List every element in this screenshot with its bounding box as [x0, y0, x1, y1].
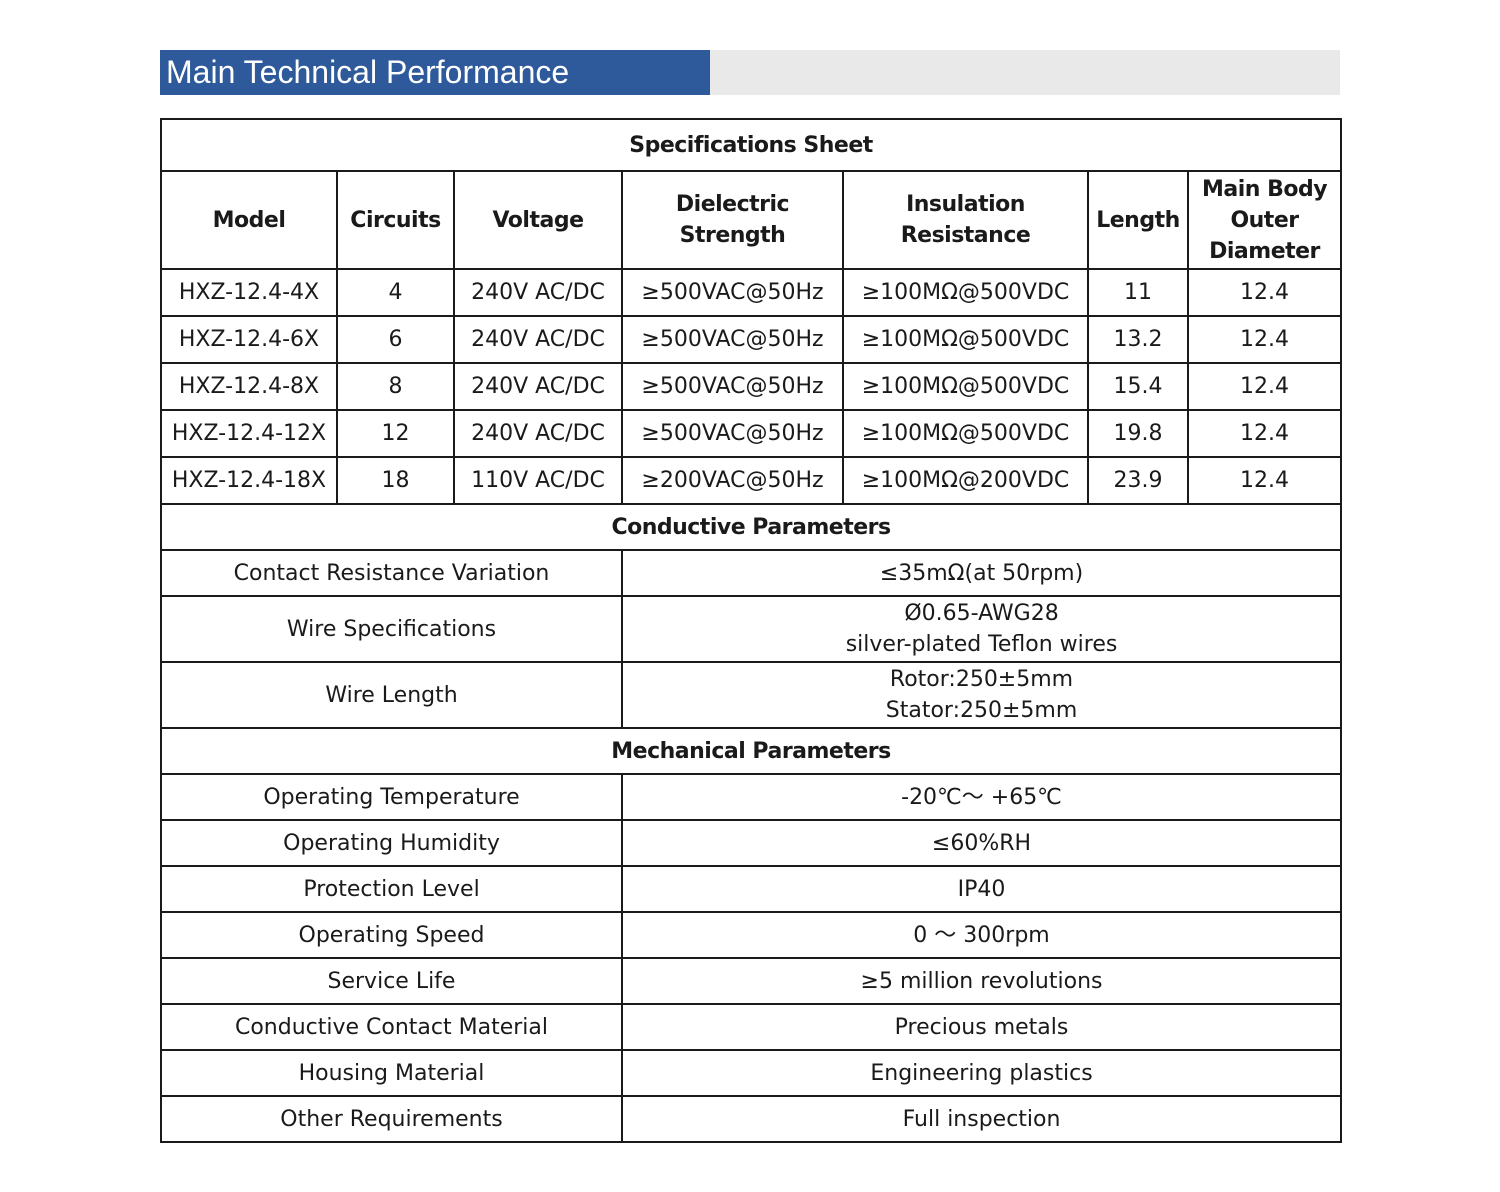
param-value-line2: Stator:250±5mm	[885, 698, 1078, 723]
cell-voltage: 110V AC/DC	[453, 456, 623, 505]
param-value: ≤35mΩ(at 50rpm)	[620, 549, 1343, 597]
table-row: Other Requirements Full inspection	[160, 1095, 1343, 1143]
param-value: ≥5 million revolutions	[620, 957, 1343, 1005]
table-row: Operating Humidity ≤60%RH	[160, 819, 1343, 867]
param-value: 0 ～ 300rpm	[620, 911, 1343, 959]
table-row: Contact Resistance Variation ≤35mΩ(at 50…	[160, 549, 1343, 597]
cell-outer-diameter: 12.4	[1186, 315, 1343, 364]
cell-insulation-resistance: ≥100MΩ@500VDC	[842, 409, 1089, 458]
cell-outer-diameter: 12.4	[1186, 409, 1343, 458]
cell-insulation-resistance: ≥100MΩ@500VDC	[842, 268, 1089, 317]
col-header-outer-diameter: Main Body Outer Diameter	[1186, 170, 1343, 270]
col-header-outer-diameter-line1: Main Body	[1201, 176, 1328, 202]
cell-length: 11	[1087, 268, 1189, 317]
table-row: HXZ-12.4-4X 4 240V AC/DC ≥500VAC@50Hz ≥1…	[160, 268, 1343, 317]
param-label: Housing Material	[160, 1049, 623, 1097]
table-row: Operating Speed 0 ～ 300rpm	[160, 911, 1343, 959]
param-value: Full inspection	[620, 1095, 1343, 1143]
param-label: Other Requirements	[160, 1095, 623, 1143]
cell-circuits: 6	[336, 315, 455, 364]
cell-insulation-resistance: ≥100MΩ@500VDC	[842, 315, 1089, 364]
cell-length: 15.4	[1087, 362, 1189, 411]
mechanical-parameters-title: Mechanical Parameters	[159, 727, 1343, 775]
param-value: Rotor:250±5mm Stator:250±5mm	[620, 661, 1343, 729]
param-label: Contact Resistance Variation	[160, 549, 623, 597]
cell-voltage: 240V AC/DC	[453, 268, 623, 317]
cell-dielectric-strength: ≥500VAC@50Hz	[621, 362, 844, 411]
param-value: Engineering plastics	[620, 1049, 1343, 1097]
section-title: Main Technical Performance	[160, 50, 710, 95]
param-label: Protection Level	[160, 865, 623, 913]
col-header-insulation-resistance: Insulation Resistance	[842, 170, 1089, 270]
cell-length: 19.8	[1087, 409, 1189, 458]
spec-sheet-title-row: Specifications Sheet	[159, 118, 1343, 172]
col-header-length: Length	[1087, 170, 1189, 270]
cell-circuits: 8	[336, 362, 455, 411]
col-header-circuits: Circuits	[336, 170, 455, 270]
cell-dielectric-strength: ≥500VAC@50Hz	[621, 315, 844, 364]
param-value-line1: Rotor:250±5mm	[889, 667, 1074, 692]
cell-circuits: 18	[336, 456, 455, 505]
cell-dielectric-strength: ≥200VAC@50Hz	[621, 456, 844, 505]
cell-voltage: 240V AC/DC	[453, 409, 623, 458]
param-value-line1: Ø0.65-AWG28	[904, 601, 1059, 626]
conductive-title-row: Conductive Parameters	[159, 503, 1343, 551]
cell-length: 23.9	[1087, 456, 1189, 505]
col-header-outer-diameter-line3: Diameter	[1209, 238, 1320, 264]
cell-model: HXZ-12.4-8X	[160, 362, 338, 411]
param-label: Conductive Contact Material	[160, 1003, 623, 1051]
table-row: HXZ-12.4-8X 8 240V AC/DC ≥500VAC@50Hz ≥1…	[160, 362, 1343, 411]
param-value: IP40	[620, 865, 1343, 913]
cell-model: HXZ-12.4-12X	[160, 409, 338, 458]
table-row: HXZ-12.4-6X 6 240V AC/DC ≥500VAC@50Hz ≥1…	[160, 315, 1343, 364]
cell-model: HXZ-12.4-6X	[160, 315, 338, 364]
param-label: Service Life	[160, 957, 623, 1005]
cell-length: 13.2	[1087, 315, 1189, 364]
cell-model: HXZ-12.4-18X	[160, 456, 338, 505]
table-row: Operating Temperature -20℃～ +65℃	[160, 773, 1343, 821]
cell-dielectric-strength: ≥500VAC@50Hz	[621, 409, 844, 458]
cell-circuits: 4	[336, 268, 455, 317]
cell-outer-diameter: 12.4	[1186, 362, 1343, 411]
param-value-line2: silver-plated Teflon wires	[845, 632, 1118, 657]
cell-insulation-resistance: ≥100MΩ@200VDC	[842, 456, 1089, 505]
col-header-voltage: Voltage	[453, 170, 623, 270]
cell-voltage: 240V AC/DC	[453, 362, 623, 411]
section-banner: Main Technical Performance	[160, 50, 1340, 95]
param-label: Operating Humidity	[160, 819, 623, 867]
cell-voltage: 240V AC/DC	[453, 315, 623, 364]
param-value: -20℃～ +65℃	[620, 773, 1343, 821]
param-value: ≤60%RH	[620, 819, 1343, 867]
table-row: Conductive Contact Material Precious met…	[160, 1003, 1343, 1051]
conductive-parameters-title: Conductive Parameters	[159, 503, 1343, 551]
specifications-table: Specifications Sheet Model Circuits Volt…	[159, 118, 1343, 1143]
cell-circuits: 12	[336, 409, 455, 458]
param-value: Precious metals	[620, 1003, 1343, 1051]
param-label: Wire Length	[160, 661, 623, 729]
table-row: Housing Material Engineering plastics	[160, 1049, 1343, 1097]
table-row: Wire Specifications Ø0.65-AWG28 silver-p…	[160, 595, 1343, 663]
table-row: HXZ-12.4-12X 12 240V AC/DC ≥500VAC@50Hz …	[160, 409, 1343, 458]
col-header-dielectric-strength: Dielectric Strength	[621, 170, 844, 270]
col-header-model: Model	[160, 170, 338, 270]
param-label: Operating Temperature	[160, 773, 623, 821]
spec-column-header-row: Model Circuits Voltage Dielectric Streng…	[160, 170, 1343, 270]
table-row: HXZ-12.4-18X 18 110V AC/DC ≥200VAC@50Hz …	[160, 456, 1343, 505]
cell-model: HXZ-12.4-4X	[160, 268, 338, 317]
table-row: Wire Length Rotor:250±5mm Stator:250±5mm	[160, 661, 1343, 729]
table-row: Protection Level IP40	[160, 865, 1343, 913]
param-label: Wire Specifications	[160, 595, 623, 663]
cell-dielectric-strength: ≥500VAC@50Hz	[621, 268, 844, 317]
col-header-outer-diameter-line2: Outer	[1230, 207, 1299, 233]
cell-outer-diameter: 12.4	[1186, 268, 1343, 317]
cell-insulation-resistance: ≥100MΩ@500VDC	[842, 362, 1089, 411]
cell-outer-diameter: 12.4	[1186, 456, 1343, 505]
mechanical-title-row: Mechanical Parameters	[159, 727, 1343, 775]
spec-sheet-title: Specifications Sheet	[159, 118, 1343, 172]
table-row: Service Life ≥5 million revolutions	[160, 957, 1343, 1005]
param-label: Operating Speed	[160, 911, 623, 959]
param-value: Ø0.65-AWG28 silver-plated Teflon wires	[620, 595, 1343, 663]
